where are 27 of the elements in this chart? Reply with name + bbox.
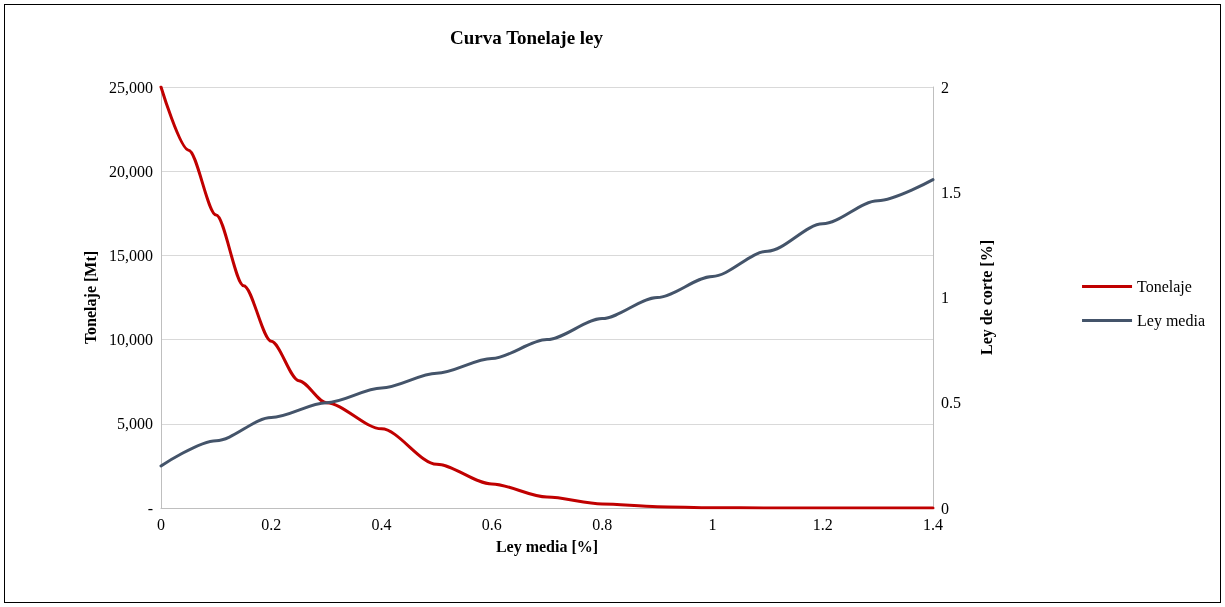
y-tick-label: 10,000 <box>109 331 153 349</box>
legend-label: Ley media <box>1137 312 1205 330</box>
y-tick-label: - <box>147 499 153 517</box>
line-series <box>159 85 935 510</box>
x-tick-label: 0 <box>157 515 165 533</box>
x-tick-label: 0.2 <box>261 515 282 533</box>
y2-tick-label: 0.5 <box>941 394 961 412</box>
y2-tick-label: 2 <box>941 78 949 96</box>
y2-tick-label: 0 <box>941 499 949 517</box>
x-axis-title: Ley media [%] <box>495 537 599 556</box>
y2-axis-title: Ley de corte [%] <box>977 239 996 356</box>
chart-title: Curva Tonelaje ley <box>450 27 604 48</box>
y2-tick-label: 1 <box>941 289 949 306</box>
y2-tick-label: 1.5 <box>941 183 961 201</box>
x-tick-label: 1 <box>708 515 717 533</box>
legend-label: Tonelaje <box>1137 278 1192 296</box>
line-series <box>159 178 935 468</box>
x-tick-label: 0.4 <box>371 515 392 533</box>
y-axis-title: Tonelaje [Mt] <box>81 250 100 345</box>
x-tick-label: 1.4 <box>923 515 943 533</box>
y-tick-label: 15,000 <box>109 246 153 264</box>
x-tick-label: 0.6 <box>481 515 502 533</box>
x-tick-label: 0.8 <box>592 515 613 533</box>
x-tick-label: 1.2 <box>812 515 833 533</box>
y-tick-label: 20,000 <box>109 162 153 180</box>
y-tick-label: 5,000 <box>117 415 153 433</box>
y-tick-label: 25,000 <box>109 78 153 96</box>
